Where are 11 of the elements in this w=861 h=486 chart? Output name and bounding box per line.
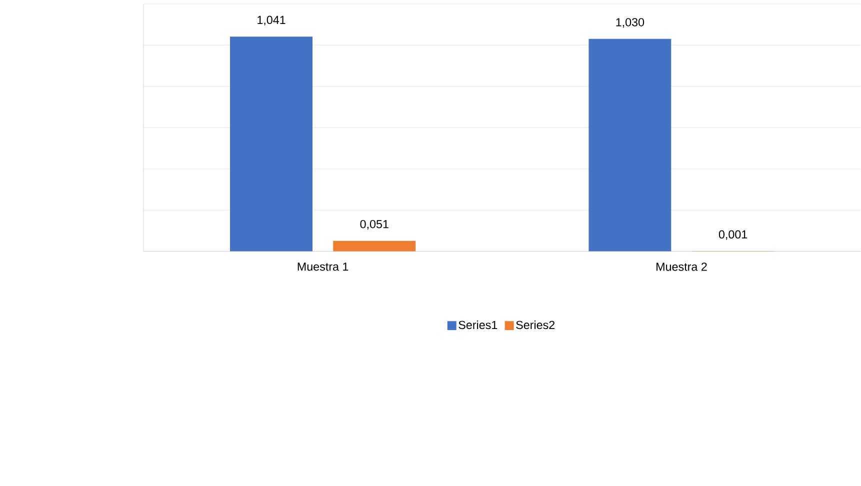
x-tick-label: Muestra 1 — [298, 262, 348, 270]
bar — [588, 38, 672, 252]
data-label: 0,001 — [718, 230, 748, 240]
legend-label: Series2 — [516, 320, 555, 329]
data-label: 0,051 — [360, 220, 388, 230]
legend-label: Series1 — [458, 320, 498, 329]
data-label: 1,041 — [258, 16, 286, 26]
x-tick-label: Muestra 2 — [656, 262, 707, 271]
data-label: 1,030 — [616, 18, 644, 28]
bar — [333, 240, 416, 252]
bar — [230, 36, 313, 252]
